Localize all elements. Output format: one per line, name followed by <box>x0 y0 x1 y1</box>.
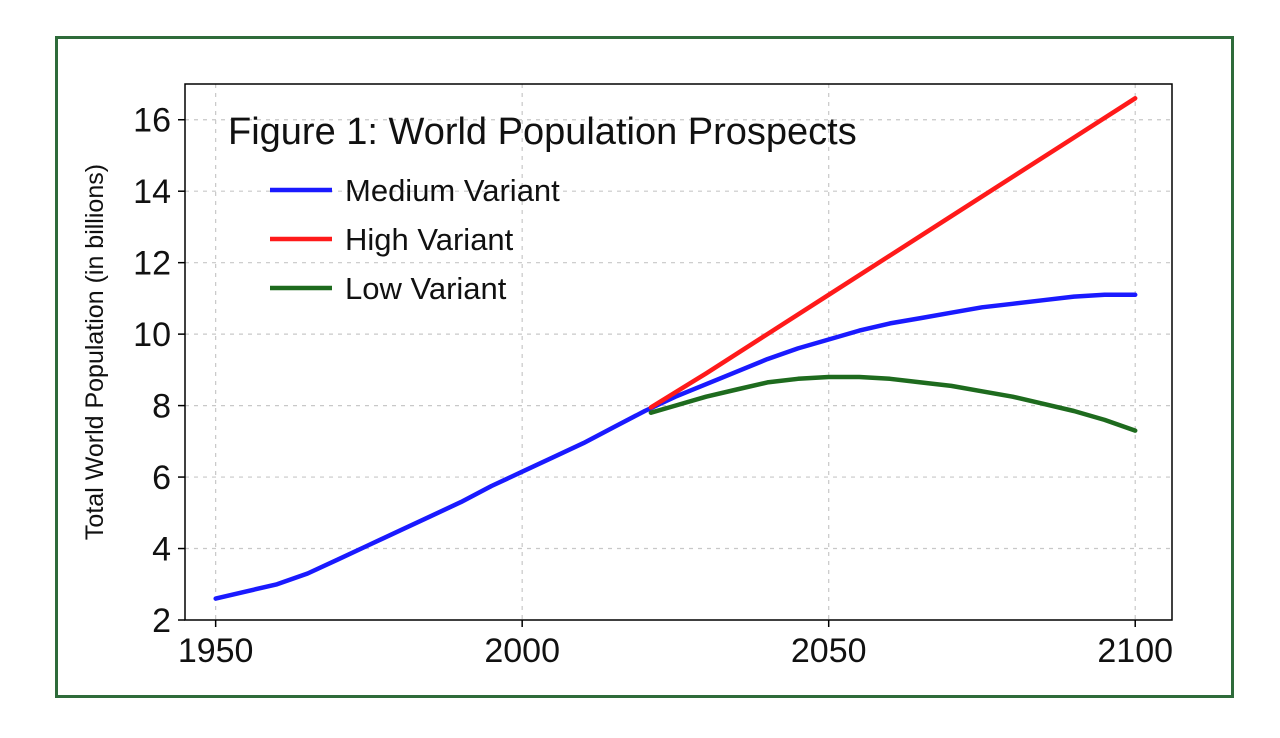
y-axis: 2 4 6 8 10 12 14 16 <box>133 102 185 640</box>
plot-border <box>184 83 1173 621</box>
legend-label: Low Variant <box>345 271 507 306</box>
x-tick-label: 1950 <box>178 632 254 670</box>
x-axis: 1950 2000 2050 2100 <box>178 620 1173 670</box>
y-tick-label: 12 <box>133 245 171 283</box>
y-tick-label: 14 <box>133 173 171 211</box>
x-tick-label: 2050 <box>791 632 867 670</box>
y-axis-label: Total World Population (in billions) <box>81 164 109 540</box>
y-tick-label: 4 <box>152 531 171 569</box>
figure-frame: 2 4 6 8 10 12 14 16 1950 2000 2050 2100 Total Worl… <box>55 36 1234 698</box>
legend-label: High Variant <box>345 222 514 257</box>
chart-title: Figure 1: World Population Prospects <box>228 111 857 153</box>
population-line-chart: 2 4 6 8 10 12 14 16 1950 2000 2050 2100 Total Worl… <box>81 83 1173 670</box>
legend-label: Medium Variant <box>345 173 560 208</box>
y-tick-label: 16 <box>133 102 171 140</box>
y-tick-label: 10 <box>133 316 171 354</box>
legend: Medium Variant High Variant Low Variant <box>270 173 560 306</box>
y-tick-label: 8 <box>152 388 171 426</box>
series-layer <box>213 96 1138 601</box>
x-tick-label: 2100 <box>1097 632 1173 670</box>
y-tick-label: 2 <box>152 602 171 640</box>
series-line-low-variant <box>648 374 1138 433</box>
grid-layer <box>185 84 1172 620</box>
series-line-medium-variant <box>213 292 1138 601</box>
x-tick-label: 2000 <box>484 632 560 670</box>
y-tick-label: 6 <box>152 459 171 497</box>
series-line-high-variant <box>648 96 1138 410</box>
